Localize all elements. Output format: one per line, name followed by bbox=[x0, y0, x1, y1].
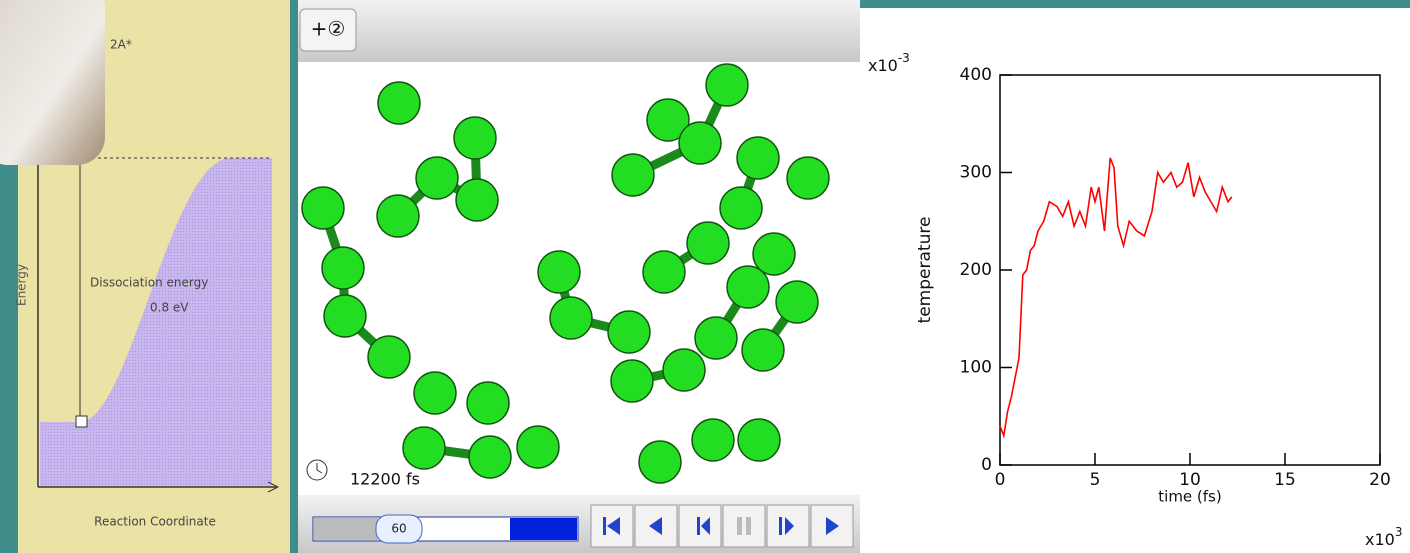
atom[interactable] bbox=[611, 153, 655, 197]
atom[interactable] bbox=[736, 136, 780, 180]
y-tick-label: 100 bbox=[960, 358, 992, 378]
atom[interactable] bbox=[686, 221, 730, 265]
y-tick-label: 200 bbox=[960, 260, 992, 280]
temperature-chart: 0 100 200 300 400 0 5 10 15 20 time (fs) temperatur… bbox=[868, 51, 1402, 549]
atom[interactable] bbox=[726, 265, 770, 309]
state-marker[interactable] bbox=[75, 415, 88, 428]
atom[interactable] bbox=[537, 250, 581, 294]
multiplier-base: x10 bbox=[868, 56, 898, 75]
x-tick-label: 15 bbox=[1274, 470, 1296, 490]
atom[interactable] bbox=[607, 310, 651, 354]
atom[interactable] bbox=[752, 232, 796, 276]
atom[interactable] bbox=[642, 250, 686, 294]
x-tick-label: 10 bbox=[1179, 470, 1201, 490]
atom[interactable] bbox=[377, 81, 421, 125]
atom[interactable] bbox=[737, 418, 781, 462]
atom[interactable] bbox=[415, 156, 459, 200]
multiplier-base: x10 bbox=[1365, 530, 1395, 549]
playback-buttons bbox=[590, 504, 854, 548]
x-tick-label: 20 bbox=[1369, 470, 1391, 490]
playback-icon bbox=[779, 517, 794, 535]
atom[interactable] bbox=[323, 294, 367, 338]
presenter-photo bbox=[0, 0, 105, 165]
toolbar bbox=[298, 0, 860, 62]
molecules bbox=[301, 63, 830, 484]
x-tick-label: 0 bbox=[995, 470, 1006, 490]
atom[interactable] bbox=[694, 316, 738, 360]
state-label: 2A* bbox=[110, 38, 132, 52]
coordinate-label: Reaction Coordinate bbox=[94, 515, 216, 529]
energy-area bbox=[40, 158, 272, 486]
axis-multiplier: x10-3 bbox=[868, 51, 910, 75]
atom[interactable] bbox=[468, 435, 512, 479]
atom[interactable] bbox=[549, 296, 593, 340]
atom[interactable] bbox=[741, 328, 785, 372]
atom[interactable] bbox=[638, 440, 682, 484]
axis-multiplier: x103 bbox=[1365, 525, 1402, 549]
slider-dotted bbox=[314, 518, 378, 540]
atom[interactable] bbox=[705, 63, 749, 107]
atom[interactable] bbox=[662, 348, 706, 392]
atom[interactable] bbox=[367, 335, 411, 379]
y-axis-label: temperature bbox=[915, 217, 935, 324]
atom[interactable] bbox=[453, 116, 497, 160]
time-display: 12200 fs bbox=[350, 470, 420, 489]
energy-label: Energy bbox=[15, 264, 29, 306]
dissociation-value: 0.8 eV bbox=[150, 301, 189, 315]
atom[interactable] bbox=[610, 359, 654, 403]
atom[interactable] bbox=[466, 381, 510, 425]
slider-thumb[interactable] bbox=[375, 514, 423, 544]
atom[interactable] bbox=[516, 425, 560, 469]
playback-button[interactable] bbox=[722, 504, 766, 548]
atom[interactable] bbox=[402, 426, 446, 470]
axis-arrow bbox=[267, 481, 280, 493]
playback-icon bbox=[649, 517, 662, 535]
playback-icon bbox=[697, 517, 710, 535]
atom[interactable] bbox=[413, 371, 457, 415]
atom[interactable] bbox=[678, 121, 722, 165]
playback-icon bbox=[603, 517, 620, 535]
temperature-line bbox=[999, 157, 1233, 439]
playback-icon bbox=[737, 517, 751, 535]
x-tick-label: 5 bbox=[1090, 470, 1101, 490]
atom[interactable] bbox=[376, 194, 420, 238]
atom[interactable] bbox=[455, 178, 499, 222]
y-tick-label: 300 bbox=[960, 163, 992, 183]
slider-fill bbox=[510, 518, 577, 540]
atom[interactable] bbox=[301, 186, 345, 230]
atom[interactable] bbox=[719, 186, 763, 230]
multiplier-exponent: -3 bbox=[898, 51, 910, 65]
x-axis-label: time (fs) bbox=[1158, 488, 1221, 506]
atom[interactable] bbox=[775, 280, 819, 324]
add-button-label[interactable]: +② bbox=[311, 17, 346, 41]
atom[interactable] bbox=[646, 98, 690, 142]
dissociation-label: Dissociation energy bbox=[90, 276, 208, 290]
slider-value: 60 bbox=[391, 522, 406, 536]
add-button[interactable] bbox=[299, 8, 357, 52]
playback-button[interactable] bbox=[810, 504, 854, 548]
y-tick-label: 400 bbox=[960, 65, 992, 85]
multiplier-exponent: 3 bbox=[1395, 525, 1403, 539]
atom[interactable] bbox=[786, 156, 830, 200]
y-tick-label: 0 bbox=[981, 455, 992, 475]
atom[interactable] bbox=[321, 246, 365, 290]
clock-hands bbox=[316, 463, 323, 474]
atom[interactable] bbox=[691, 418, 735, 462]
playback-icon bbox=[826, 517, 839, 535]
graph-panel bbox=[860, 8, 1410, 553]
